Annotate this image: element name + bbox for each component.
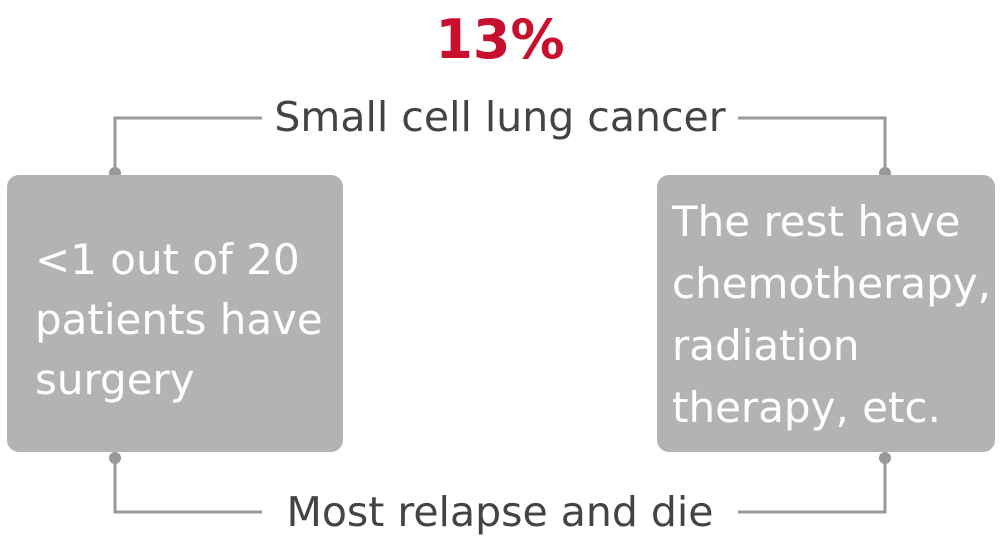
surgery-box: <1 out of 20 patients have surgery [7, 175, 343, 452]
connector-top-right [738, 116, 887, 173]
box-line: radiation [672, 321, 860, 370]
percentage-heading: 13% [435, 8, 565, 71]
box-line: surgery [35, 355, 195, 404]
top-label: Small cell lung cancer [274, 93, 726, 141]
box-line: chemotherapy, [672, 259, 991, 308]
connector-top-left [113, 116, 262, 173]
connector-bottom-left [113, 458, 262, 514]
connector-dot [109, 452, 121, 464]
bottom-label: Most relapse and die [286, 488, 714, 536]
box-line: patients have [35, 295, 323, 344]
box-line: <1 out of 20 [35, 235, 300, 284]
box-line: therapy, etc. [672, 383, 941, 432]
other-treatment-box: The rest have chemotherapy, radiation th… [657, 175, 995, 452]
connector-bottom-right [738, 458, 887, 514]
connector-dot [879, 452, 891, 464]
box-line: The rest have [672, 197, 961, 246]
